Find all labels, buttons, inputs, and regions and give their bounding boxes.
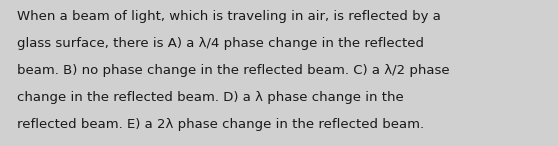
- Text: reflected beam. E) a 2λ phase change in the reflected beam.: reflected beam. E) a 2λ phase change in …: [17, 118, 424, 131]
- Text: beam. B) no phase change in the reflected beam. C) a λ/2 phase: beam. B) no phase change in the reflecte…: [17, 64, 449, 77]
- Text: When a beam of light, which is traveling in air, is reflected by a: When a beam of light, which is traveling…: [17, 10, 441, 23]
- Text: change in the reflected beam. D) a λ phase change in the: change in the reflected beam. D) a λ pha…: [17, 91, 403, 104]
- Text: glass surface, there is A) a λ/4 phase change in the reflected: glass surface, there is A) a λ/4 phase c…: [17, 37, 424, 50]
